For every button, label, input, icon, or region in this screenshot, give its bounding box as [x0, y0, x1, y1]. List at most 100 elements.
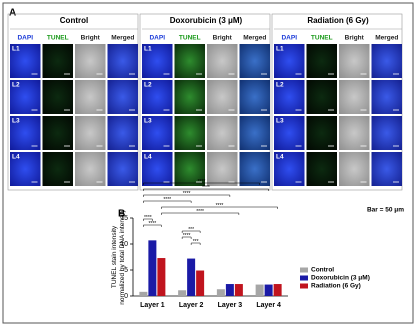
image-tile [142, 116, 173, 150]
significance-label: **** [216, 203, 224, 209]
bar [273, 284, 282, 296]
group-title: Doxorubicin (3 μM) [170, 16, 243, 25]
channel-label: Merged [375, 35, 398, 42]
legend-label: Control [311, 267, 334, 274]
bar [148, 240, 157, 296]
image-tile [239, 116, 270, 150]
channel-label: TUNEL [311, 35, 333, 42]
image-tile [207, 44, 238, 78]
image-tile [75, 44, 106, 78]
significance-label: **** [163, 197, 171, 203]
image-tile [174, 80, 205, 114]
channel-label: TUNEL [47, 35, 69, 42]
row-label: L3 [144, 118, 152, 125]
image-tile [75, 152, 106, 186]
row-label: L1 [144, 46, 152, 53]
image-tile [339, 152, 370, 186]
channel-label: DAPI [149, 35, 165, 42]
image-tile [75, 116, 106, 150]
channel-label: Bright [81, 35, 101, 42]
bar [264, 284, 273, 296]
image-tile [42, 152, 73, 186]
image-tile [339, 116, 370, 150]
legend-swatch [300, 283, 308, 289]
image-tile [10, 116, 41, 150]
significance-label: *** [193, 239, 199, 245]
y-tick-label: 10 [120, 241, 128, 248]
significance-bracket [161, 206, 278, 209]
image-tile [142, 44, 173, 78]
channel-label: TUNEL [179, 35, 201, 42]
significance-bracket [190, 242, 201, 245]
bar [157, 258, 166, 296]
image-tile [239, 80, 270, 114]
bar [225, 284, 234, 296]
image-tile [75, 80, 106, 114]
y-tick-label: 5 [124, 267, 128, 274]
bar [187, 258, 196, 296]
image-tile [371, 152, 402, 186]
x-tick-label: Layer 1 [140, 302, 165, 309]
x-tick-label: Layer 3 [218, 302, 243, 309]
image-tile [10, 80, 41, 114]
significance-bracket [181, 230, 201, 233]
channel-label: DAPI [281, 35, 297, 42]
bar [255, 284, 264, 296]
bar [139, 291, 148, 296]
image-tile [174, 44, 205, 78]
image-tile [42, 80, 73, 114]
row-label: L2 [12, 82, 20, 89]
x-tick-label: Layer 2 [179, 302, 204, 309]
channel-label: Bright [345, 35, 365, 42]
bar [234, 284, 243, 296]
bar [196, 270, 205, 296]
image-tile [207, 80, 238, 114]
legend-label: Radiation (6 Gy) [311, 283, 361, 290]
channel-label: Bright [213, 35, 233, 42]
image-tile [306, 116, 337, 150]
image-tile [174, 116, 205, 150]
y-axis-label-line: TUNEL stain intensity [111, 225, 118, 288]
image-tile [339, 80, 370, 114]
row-label: L4 [276, 154, 284, 161]
significance-label: **** [202, 185, 210, 191]
scale-note: Bar = 50 μm [367, 207, 404, 214]
y-tick-label: 15 [120, 215, 128, 222]
image-tile [239, 44, 270, 78]
significance-bracket [143, 194, 231, 197]
image-tile [371, 116, 402, 150]
y-tick-label: 0 [124, 293, 128, 300]
channel-label: Merged [243, 35, 266, 42]
row-label: L2 [144, 82, 152, 89]
group-title: Control [60, 16, 88, 25]
group-title: Radiation (6 Gy) [307, 16, 369, 25]
significance-label: **** [196, 209, 204, 215]
image-tile [371, 80, 402, 114]
bar [178, 290, 187, 296]
x-tick-label: Layer 4 [256, 302, 281, 309]
image-tile [107, 80, 138, 114]
significance-bracket [143, 218, 153, 221]
channel-label: Merged [111, 35, 134, 42]
significance-bracket [143, 182, 260, 185]
image-tile [10, 44, 41, 78]
row-label: L3 [276, 118, 284, 125]
significance-label: **** [183, 233, 191, 239]
bar [216, 289, 225, 296]
image-tile [42, 44, 73, 78]
image-tile [274, 44, 305, 78]
image-tile [107, 116, 138, 150]
image-tile [306, 80, 337, 114]
image-tile [274, 80, 305, 114]
image-tile [142, 152, 173, 186]
image-tile [174, 152, 205, 186]
image-tile [107, 152, 138, 186]
significance-bracket [143, 224, 162, 227]
row-label: L2 [276, 82, 284, 89]
image-tile [207, 152, 238, 186]
significance-label: *** [188, 227, 194, 233]
panel-label: B [118, 209, 125, 220]
channel-label: DAPI [17, 35, 33, 42]
legend-label: Doxorubicin (3 μM) [311, 275, 370, 282]
